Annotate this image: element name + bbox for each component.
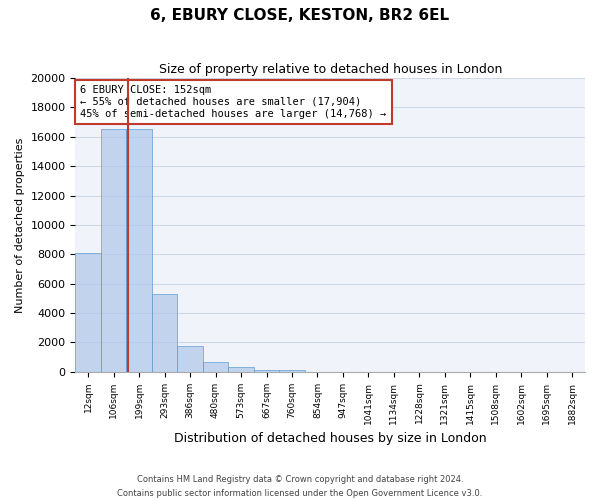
Bar [76,253,101,372]
Bar [279,370,305,372]
Bar [178,346,203,372]
Bar [101,130,127,372]
Title: Size of property relative to detached houses in London: Size of property relative to detached ho… [158,62,502,76]
X-axis label: Distribution of detached houses by size in London: Distribution of detached houses by size … [174,432,487,445]
Bar [203,362,228,372]
Text: 6, EBURY CLOSE, KESTON, BR2 6EL: 6, EBURY CLOSE, KESTON, BR2 6EL [151,8,449,22]
Bar [127,130,152,372]
Text: Contains HM Land Registry data © Crown copyright and database right 2024.
Contai: Contains HM Land Registry data © Crown c… [118,476,482,498]
Bar [152,294,178,372]
Text: 6 EBURY CLOSE: 152sqm
← 55% of detached houses are smaller (17,904)
45% of semi-: 6 EBURY CLOSE: 152sqm ← 55% of detached … [80,86,387,118]
Y-axis label: Number of detached properties: Number of detached properties [15,137,25,312]
Bar [254,370,279,372]
Bar [228,368,254,372]
